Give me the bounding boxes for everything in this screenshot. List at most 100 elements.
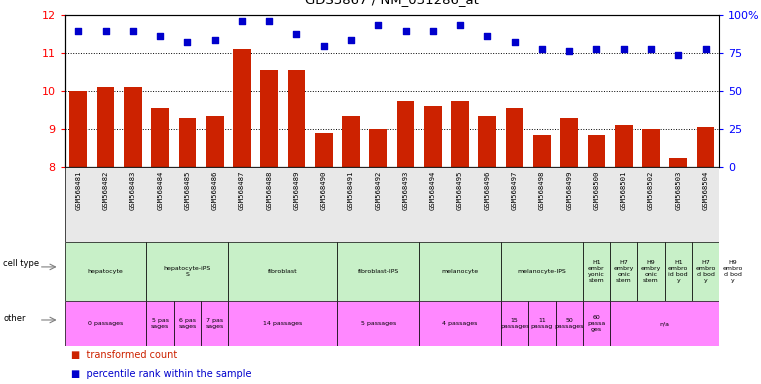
Text: n/a: n/a: [660, 321, 670, 326]
Point: [699, 46, 712, 53]
Bar: [396, 101, 415, 167]
Text: GDS3867 / NM_031286_at: GDS3867 / NM_031286_at: [305, 0, 479, 6]
Point: [427, 28, 439, 34]
Text: GSM568488: GSM568488: [266, 171, 272, 210]
Bar: [205, 116, 224, 167]
Text: melanocyte: melanocyte: [441, 269, 479, 274]
Text: GSM568503: GSM568503: [675, 171, 681, 210]
Text: GSM568486: GSM568486: [212, 171, 218, 210]
Bar: [233, 50, 251, 167]
Text: GSM568498: GSM568498: [539, 171, 545, 210]
Text: GSM568495: GSM568495: [457, 171, 463, 210]
Text: GSM568482: GSM568482: [103, 171, 109, 210]
Bar: [610, 301, 719, 346]
Text: H1
embro
id bod
y: H1 embro id bod y: [668, 260, 689, 283]
Text: GSM568499: GSM568499: [566, 171, 572, 210]
Bar: [146, 242, 228, 301]
Text: GSM568489: GSM568489: [294, 171, 300, 210]
Text: 50
passages: 50 passages: [555, 318, 584, 329]
Bar: [501, 242, 583, 301]
Text: GSM568502: GSM568502: [648, 171, 654, 210]
Text: 6 pas
sages: 6 pas sages: [178, 318, 196, 329]
Text: GSM568496: GSM568496: [484, 171, 490, 210]
Text: GSM568491: GSM568491: [348, 171, 354, 210]
Bar: [451, 101, 469, 167]
Text: GSM568487: GSM568487: [239, 171, 245, 210]
Text: 60
passa
ges: 60 passa ges: [587, 315, 606, 332]
Text: fibroblast: fibroblast: [268, 269, 298, 274]
Bar: [65, 242, 146, 301]
Bar: [696, 127, 715, 167]
Bar: [288, 70, 305, 167]
Text: GSM568500: GSM568500: [594, 171, 600, 210]
Point: [618, 46, 630, 53]
Point: [591, 46, 603, 53]
Point: [372, 22, 384, 28]
Point: [263, 18, 275, 24]
Text: 5 passages: 5 passages: [361, 321, 396, 326]
Text: GSM568494: GSM568494: [430, 171, 436, 210]
Bar: [692, 242, 719, 301]
Bar: [419, 301, 501, 346]
Bar: [337, 301, 419, 346]
Bar: [97, 88, 114, 167]
Text: 7 pas
sages: 7 pas sages: [205, 318, 224, 329]
Text: 5 pas
sages: 5 pas sages: [151, 318, 169, 329]
Text: fibroblast-IPS: fibroblast-IPS: [358, 269, 399, 274]
Point: [181, 39, 193, 45]
Text: 15
passages: 15 passages: [500, 318, 530, 329]
Point: [72, 28, 84, 34]
Text: GSM568497: GSM568497: [511, 171, 517, 210]
Point: [291, 31, 303, 37]
Bar: [419, 242, 501, 301]
Bar: [369, 129, 387, 167]
Bar: [533, 135, 551, 167]
Point: [100, 28, 112, 34]
Bar: [670, 157, 687, 167]
Text: ■  transformed count: ■ transformed count: [72, 350, 177, 360]
Point: [154, 33, 166, 39]
Bar: [556, 301, 583, 346]
Bar: [664, 242, 692, 301]
Bar: [342, 116, 360, 167]
Bar: [506, 108, 524, 167]
Text: H7
embro
d bod
y: H7 embro d bod y: [696, 260, 715, 283]
Text: 0 passages: 0 passages: [88, 321, 123, 326]
Text: GSM568501: GSM568501: [621, 171, 627, 210]
Text: other: other: [3, 314, 26, 323]
Bar: [260, 70, 278, 167]
Text: H9
embry
onic
stem: H9 embry onic stem: [641, 260, 661, 283]
Text: GSM568493: GSM568493: [403, 171, 409, 210]
Text: H7
embry
onic
stem: H7 embry onic stem: [613, 260, 634, 283]
Point: [317, 43, 330, 49]
Point: [236, 18, 248, 24]
Text: GSM568490: GSM568490: [320, 171, 326, 210]
Bar: [583, 301, 610, 346]
Bar: [424, 106, 441, 167]
Bar: [615, 125, 632, 167]
Point: [454, 22, 466, 28]
Bar: [179, 118, 196, 167]
Bar: [201, 301, 228, 346]
Bar: [583, 242, 610, 301]
Bar: [642, 129, 660, 167]
Text: 11
passag: 11 passag: [530, 318, 553, 329]
Bar: [528, 301, 556, 346]
Bar: [228, 301, 337, 346]
Text: H1
embr
yonic
stem: H1 embr yonic stem: [588, 260, 605, 283]
Point: [127, 28, 139, 34]
Text: H9
embro
d bod
y: H9 embro d bod y: [723, 260, 743, 283]
Bar: [174, 301, 201, 346]
Bar: [69, 91, 88, 167]
Text: GSM568492: GSM568492: [375, 171, 381, 210]
Bar: [638, 242, 664, 301]
Bar: [146, 301, 174, 346]
Text: GSM568483: GSM568483: [130, 171, 136, 210]
Point: [645, 46, 657, 53]
Bar: [479, 116, 496, 167]
Bar: [124, 88, 142, 167]
Bar: [315, 133, 333, 167]
Bar: [151, 108, 169, 167]
Text: GSM568484: GSM568484: [157, 171, 163, 210]
Point: [508, 39, 521, 45]
